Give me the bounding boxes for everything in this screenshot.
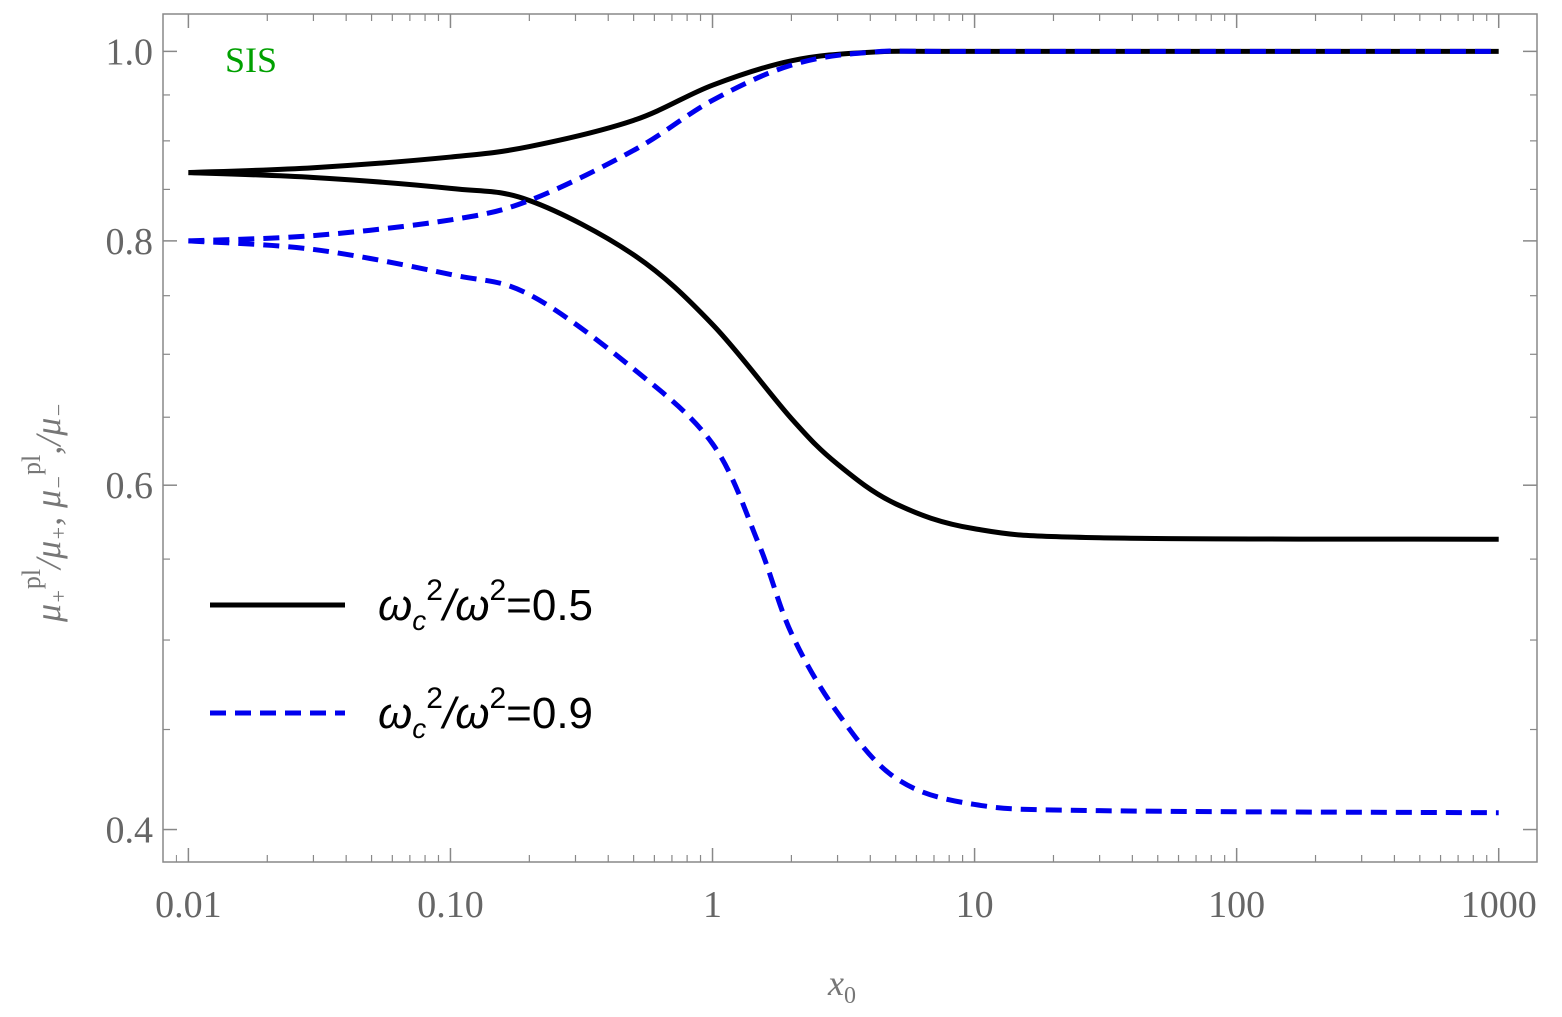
plot-frame — [162, 13, 1538, 863]
legend: ωc2/ω2=0.5 ωc2/ω2=0.9 — [210, 574, 593, 744]
x-tick-label: 0.01 — [155, 884, 222, 926]
axis-ticks: 0.01 0.10 1 10 100 1000 0.4 0.6 0.8 1.0 — [106, 14, 1537, 926]
y-axis-label: μ+pl/μ+, μ−pl,/μ− — [17, 403, 71, 623]
legend-label-0.5: ωc2/ω2=0.5 — [378, 574, 593, 636]
x-tick-label: 1 — [703, 884, 722, 926]
series-line-dashed-lower — [188, 238, 1499, 816]
legend-label-0.9: ωc2/ω2=0.9 — [378, 682, 593, 744]
x-tick-label: 10 — [956, 884, 994, 926]
x-tick-label: 100 — [1208, 884, 1265, 926]
series-line-dashed-upper — [188, 48, 1499, 244]
series-line-solid-lower — [188, 170, 1499, 542]
y-tick-label: 1.0 — [106, 31, 154, 73]
x-axis-label: x0 — [827, 963, 856, 1009]
y-tick-label: 0.4 — [106, 810, 154, 852]
y-tick-label: 0.6 — [106, 465, 154, 507]
x-tick-label: 0.10 — [417, 884, 484, 926]
series-line-solid-upper — [188, 48, 1499, 176]
annotation-sis: SIS — [225, 40, 277, 80]
curves — [188, 48, 1499, 816]
y-tick-label: 0.8 — [106, 221, 154, 263]
x-tick-label: 1000 — [1461, 884, 1537, 926]
